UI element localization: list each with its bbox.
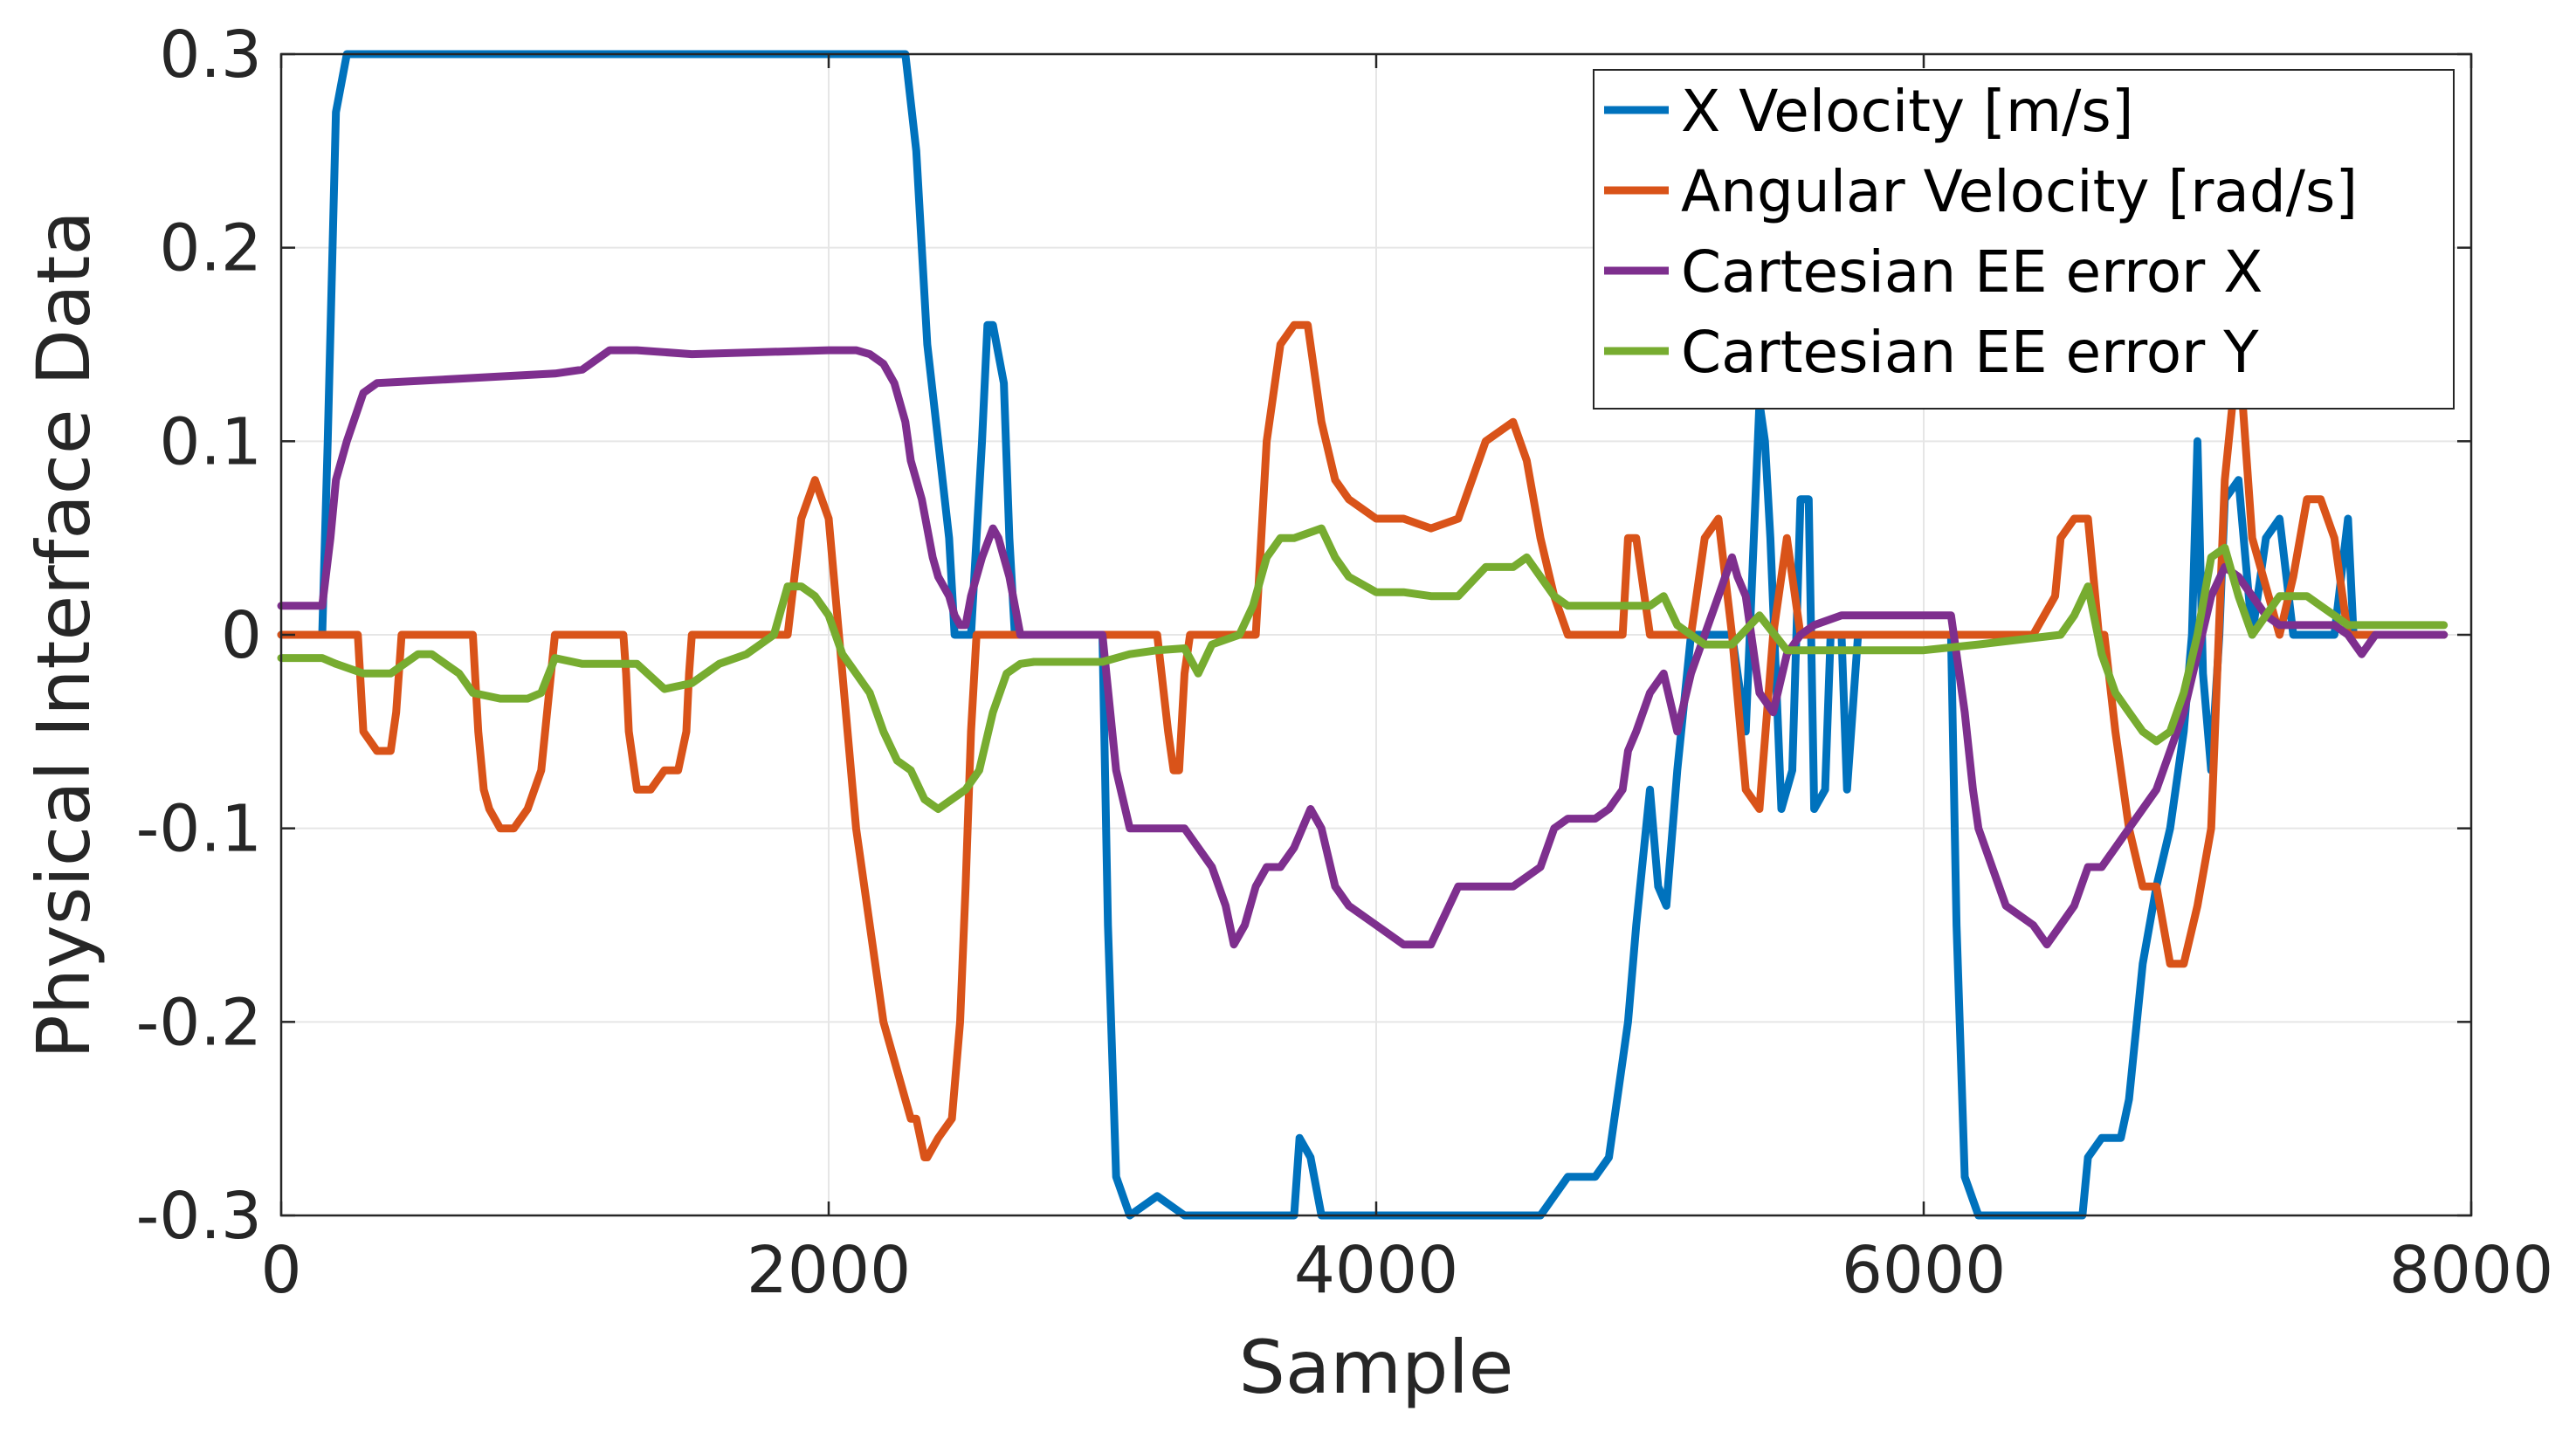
legend-label: X Velocity [m/s] bbox=[1681, 78, 2134, 145]
series-line-4 bbox=[277, 524, 2449, 813]
y-tick-label: -0.2 bbox=[136, 985, 262, 1060]
y-tick-label: -0.1 bbox=[136, 792, 262, 867]
x-tick-label: 4000 bbox=[1294, 1233, 1458, 1308]
legend-label: Cartesian EE error Y bbox=[1681, 319, 2259, 386]
x-tick-label: 6000 bbox=[1842, 1233, 2006, 1308]
x-axis-label: Sample bbox=[1239, 1325, 1514, 1410]
series-lines bbox=[277, 50, 2449, 1220]
legend: X Velocity [m/s] Angular Velocity [rad/s]… bbox=[1593, 69, 2455, 410]
legend-label: Cartesian EE error X bbox=[1681, 238, 2263, 306]
y-tick-label: 0.3 bbox=[159, 17, 262, 93]
x-tick-label: 0 bbox=[260, 1233, 301, 1308]
y-axis-ticks: 0.3 0.2 0.1 0 -0.1 -0.2 -0.3 bbox=[136, 17, 2471, 1254]
legend-label: Angular Velocity [rad/s] bbox=[1681, 158, 2358, 225]
y-tick-label: 0.2 bbox=[159, 211, 262, 286]
x-tick-label: 2000 bbox=[747, 1233, 911, 1308]
y-axis-label: Physical Interface Data bbox=[21, 210, 107, 1059]
series-line-3 bbox=[277, 346, 2449, 949]
y-tick-label: 0 bbox=[221, 598, 262, 673]
legend-box bbox=[1593, 69, 2455, 410]
y-tick-label: -0.3 bbox=[136, 1179, 262, 1254]
x-axis-ticks: 0 2000 4000 6000 8000 bbox=[260, 54, 2553, 1308]
y-tick-label: 0.1 bbox=[159, 404, 262, 479]
x-tick-label: 8000 bbox=[2389, 1233, 2553, 1308]
